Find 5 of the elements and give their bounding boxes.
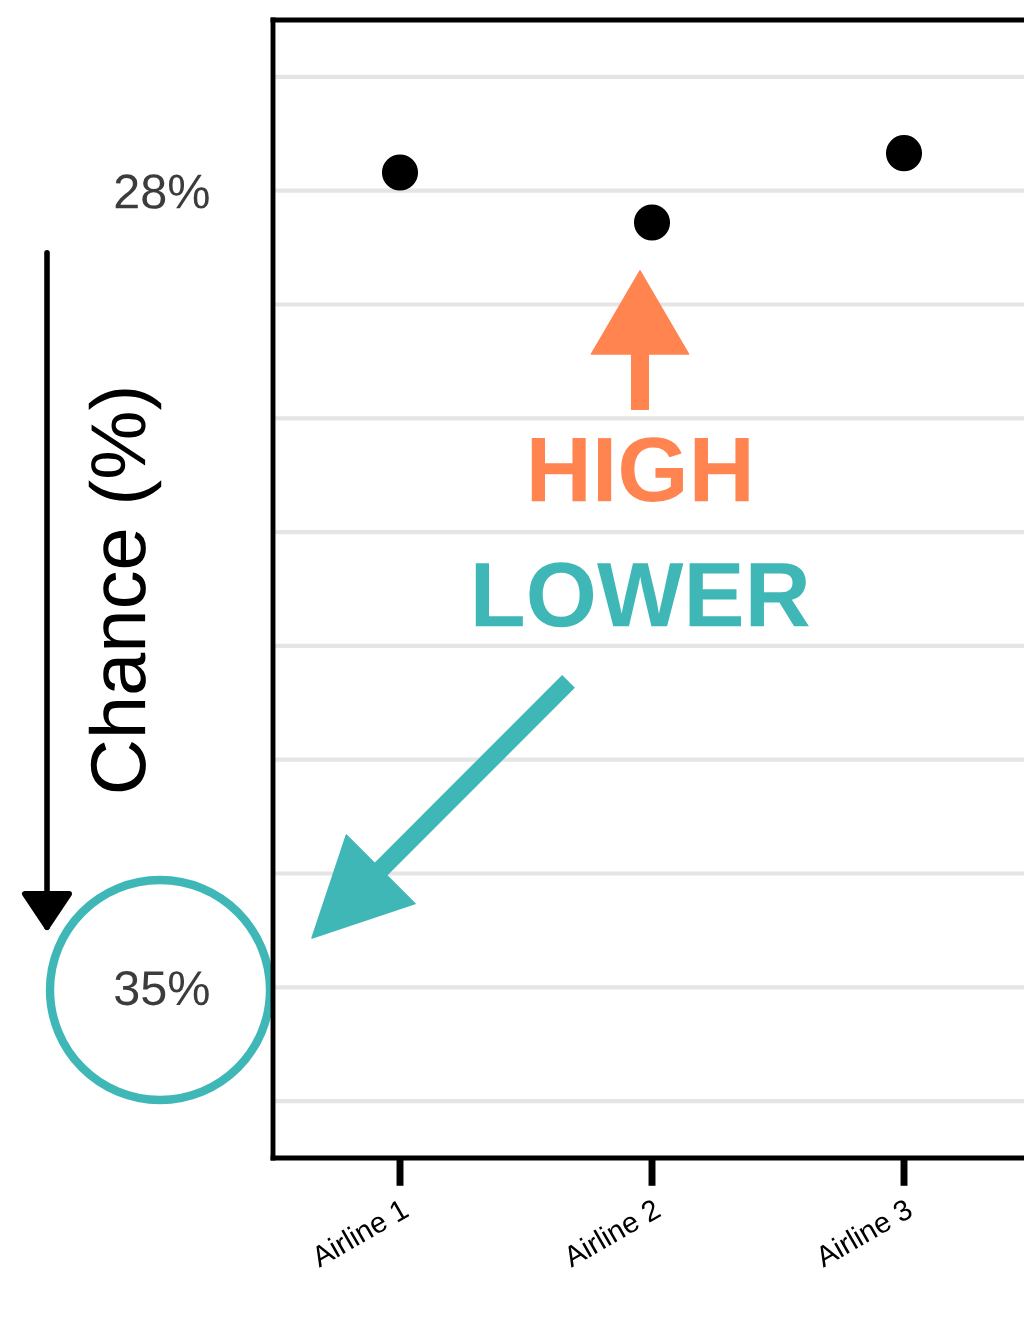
annotation: LOWER [475, 562, 809, 628]
y-tick-label: 28% [115, 174, 209, 209]
y-axis-title: Chance (%) [88, 389, 162, 792]
annotation: HIGH [531, 437, 749, 503]
y-tick-label: 35% [115, 970, 209, 1006]
